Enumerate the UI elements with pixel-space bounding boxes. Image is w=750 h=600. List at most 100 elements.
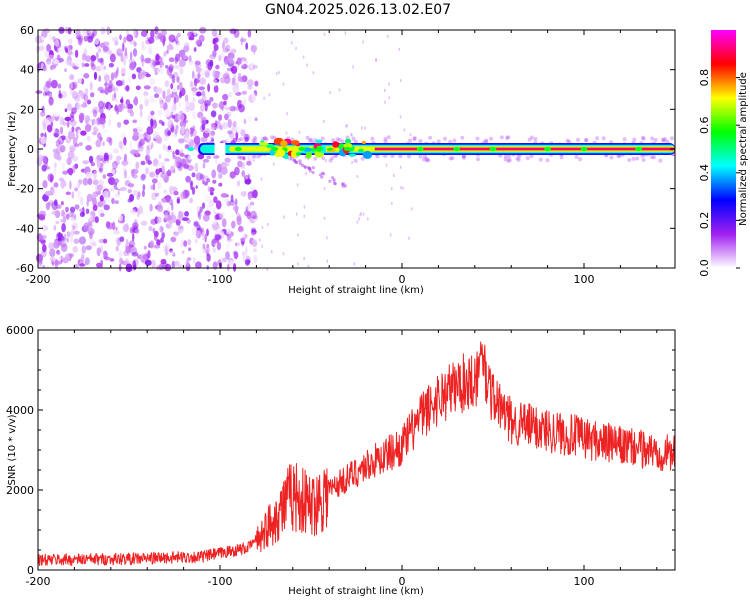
noise-speckle: [79, 41, 83, 49]
noise-speckle: [250, 44, 257, 53]
noise-speckle: [195, 91, 202, 97]
noise-speckle: [461, 154, 466, 159]
noise-speckle: [55, 147, 63, 154]
noise-speckle: [99, 152, 106, 159]
noise-speckle: [104, 74, 110, 82]
noise-speckle: [209, 97, 214, 102]
noise-speckle: [67, 150, 75, 159]
noise-speckle: [237, 180, 240, 187]
noise-speckle: [261, 225, 264, 229]
noise-speckle: [123, 250, 131, 257]
noise-speckle: [503, 154, 508, 159]
noise-speckle: [139, 109, 143, 118]
noise-speckle: [399, 79, 402, 83]
noise-speckle: [321, 156, 326, 161]
noise-speckle: [98, 100, 105, 109]
noise-speckle: [204, 128, 211, 134]
noise-speckle: [149, 171, 156, 178]
noise-speckle: [218, 258, 222, 265]
signal-spot: [234, 147, 242, 151]
noise-speckle: [302, 55, 305, 59]
noise-speckle: [94, 119, 98, 127]
noise-speckle: [180, 239, 184, 248]
noise-speckle: [367, 217, 369, 221]
noise-speckle: [102, 199, 106, 207]
noise-speckle: [423, 154, 427, 159]
x-tick-label: 0: [399, 273, 406, 286]
noise-speckle: [148, 36, 155, 44]
noise-speckle: [204, 247, 211, 253]
noise-speckle: [171, 260, 175, 269]
noise-speckle: [361, 126, 363, 130]
noise-speckle: [362, 212, 365, 216]
noise-speckle: [47, 54, 55, 60]
noise-speckle: [275, 72, 278, 76]
noise-speckle: [156, 149, 161, 155]
colorbar-tick-label: 0.8: [698, 69, 711, 87]
noise-speckle: [141, 41, 145, 48]
noise-speckle: [53, 182, 59, 188]
noise-speckle: [145, 146, 151, 156]
noise-speckle: [213, 44, 219, 51]
noise-speckle: [212, 179, 217, 184]
noise-speckle: [384, 89, 386, 92]
noise-speckle: [118, 250, 123, 259]
noise-speckle: [515, 156, 520, 161]
noise-speckle: [66, 237, 69, 243]
signal-blob: [290, 140, 300, 146]
noise-speckle: [92, 204, 98, 212]
noise-speckle: [323, 120, 325, 123]
noise-speckle: [107, 49, 112, 55]
noise-speckle: [132, 119, 138, 124]
noise-speckle: [230, 194, 234, 203]
noise-speckle: [204, 71, 210, 78]
noise-speckle: [499, 135, 504, 140]
noise-speckle: [55, 260, 63, 265]
noise-speckle: [188, 155, 192, 161]
noise-speckle: [136, 208, 140, 218]
noise-speckle: [61, 90, 67, 99]
noise-speckle: [210, 130, 216, 136]
noise-speckle: [108, 79, 113, 89]
noise-speckle: [141, 190, 145, 197]
noise-speckle: [104, 86, 109, 95]
noise-speckle: [385, 163, 388, 167]
signal-spot: [453, 147, 461, 151]
noise-speckle: [505, 136, 510, 140]
noise-speckle: [209, 59, 214, 68]
noise-speckle: [117, 48, 124, 54]
noise-speckle: [170, 105, 177, 113]
noise-speckle: [132, 222, 139, 230]
noise-speckle: [254, 80, 259, 87]
noise-speckle: [192, 89, 197, 96]
noise-speckle: [245, 42, 249, 50]
noise-speckle: [207, 186, 211, 193]
noise-speckle: [85, 171, 93, 178]
noise-speckle: [144, 93, 148, 102]
noise-speckle: [67, 27, 72, 35]
noise-speckle: [132, 232, 135, 242]
noise-speckle: [71, 91, 79, 100]
noise-speckle: [309, 137, 314, 142]
noise-speckle: [545, 158, 550, 163]
y-tick-label: -20: [16, 183, 34, 196]
noise-speckle: [189, 127, 194, 135]
noise-speckle: [102, 231, 106, 238]
noise-speckle: [184, 144, 190, 149]
noise-speckle: [111, 169, 116, 175]
noise-speckle: [128, 183, 135, 188]
noise-speckle: [247, 193, 252, 200]
noise-speckle: [320, 136, 325, 141]
noise-speckle: [507, 154, 512, 159]
noise-speckle: [189, 180, 194, 186]
noise-speckle: [141, 211, 145, 217]
noise-speckle: [40, 111, 46, 117]
noise-speckle: [168, 57, 175, 63]
noise-speckle: [148, 225, 153, 232]
noise-speckle: [119, 186, 127, 192]
noise-speckle: [131, 252, 139, 257]
noise-speckle: [55, 204, 62, 209]
noise-speckle: [426, 158, 431, 163]
noise-speckle: [335, 137, 340, 142]
noise-speckle: [287, 156, 292, 161]
